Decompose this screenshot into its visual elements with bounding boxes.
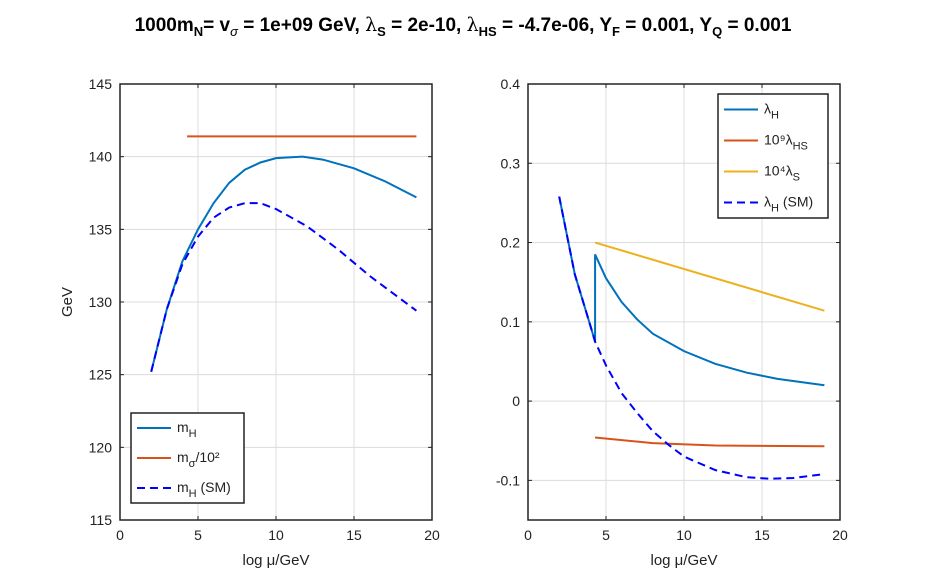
- y-tick-label: 0.4: [501, 76, 521, 92]
- x-tick-label: 15: [346, 527, 362, 543]
- x-tick-label: 5: [194, 527, 202, 543]
- x-tick-label: 0: [524, 527, 532, 543]
- legend-label: λH: [764, 101, 779, 122]
- legend-label-main: m: [177, 479, 189, 495]
- x-tick-label: 10: [676, 527, 692, 543]
- y-tick-label: 0.3: [501, 155, 521, 171]
- x-tick-label: 0: [116, 527, 124, 543]
- t: = -4.7e-06, Y: [496, 15, 613, 36]
- y-tick-label: 135: [89, 221, 113, 237]
- y-tick-label: 0.2: [501, 235, 521, 251]
- y-tick-label: 130: [89, 294, 113, 310]
- x-tick-label: 10: [268, 527, 284, 543]
- figure-title: 1000mN= vσ = 1e+09 GeV, λS = 2e-10, λHS …: [0, 14, 926, 39]
- legend-label-sub: H: [189, 488, 197, 500]
- legend-label-sub: HS: [793, 141, 808, 153]
- t: = v: [203, 15, 231, 36]
- legend-box: [717, 93, 829, 219]
- x-axis-label: log μ/GeV: [242, 552, 309, 569]
- t: = 0.001, Y: [619, 15, 713, 36]
- legend-label: mσ/10²: [177, 449, 220, 470]
- legend-label: 10⁴λS: [764, 163, 800, 184]
- t: HS: [478, 23, 497, 39]
- legend-label: mH (SM): [177, 479, 231, 500]
- legend-label-sub: σ: [189, 458, 196, 470]
- x-tick-label: 20: [424, 527, 440, 543]
- legend-label-main: λ: [764, 101, 771, 117]
- t: = 2e-10,: [385, 15, 467, 36]
- series-line: [558, 196, 825, 480]
- y-axis-label: GeV: [59, 287, 76, 317]
- t: λ: [466, 14, 479, 36]
- t: N: [193, 23, 204, 39]
- y-tick-label: 0: [512, 393, 520, 409]
- t: λ: [365, 14, 378, 36]
- y-tick-label: 0.1: [501, 314, 521, 330]
- y-tick-label: 145: [89, 76, 113, 92]
- t: S: [377, 23, 386, 39]
- legend-label: 10⁹λHS: [764, 132, 808, 153]
- axes-box: [119, 83, 433, 521]
- legend-label-sub: S: [793, 172, 800, 184]
- y-tick-label: -0.1: [496, 472, 520, 488]
- legend-label-sub: H: [771, 110, 779, 122]
- legend-label-sub: H: [771, 203, 779, 215]
- x-tick-label: 15: [754, 527, 770, 543]
- legend-label-main: λ: [764, 194, 771, 210]
- t: = 1e+09 GeV,: [237, 15, 366, 36]
- legend-label-sub: H: [189, 428, 197, 440]
- y-tick-label: 140: [89, 149, 113, 165]
- legend-label-suffix: (SM): [779, 194, 813, 210]
- legend-label-main: m: [177, 449, 189, 465]
- y-tick-label: 115: [90, 512, 113, 528]
- legend-label: λH (SM): [764, 194, 813, 215]
- legend-label: mH: [177, 419, 197, 440]
- legend-label-main: m: [177, 419, 189, 435]
- series-line: [150, 155, 417, 373]
- series-line: [150, 202, 417, 373]
- t: Q: [712, 23, 723, 39]
- t: = 0.001: [722, 15, 792, 36]
- t: 1000m: [134, 15, 194, 36]
- y-tick-label: 125: [89, 367, 113, 383]
- legend-label-suffix: /10²: [195, 449, 219, 465]
- t: σ: [230, 23, 238, 39]
- x-tick-label: 20: [832, 527, 848, 543]
- legend-label-suffix: (SM): [197, 479, 231, 495]
- x-axis-label: log μ/GeV: [650, 552, 717, 569]
- y-tick-label: 120: [89, 439, 113, 455]
- legend-label-main: 10⁴λ: [764, 163, 793, 179]
- series-line: [594, 241, 825, 312]
- series-line: [594, 436, 825, 448]
- axes-box: [527, 83, 841, 521]
- x-tick-label: 5: [602, 527, 610, 543]
- legend-label-main: 10⁹λ: [764, 132, 793, 148]
- t: F: [612, 23, 620, 39]
